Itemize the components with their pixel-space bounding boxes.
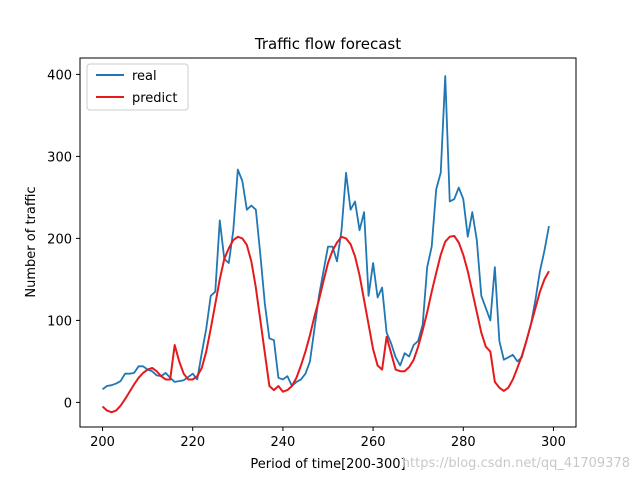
- x-tick-label: 280: [451, 435, 476, 450]
- y-tick-label: 0: [64, 396, 72, 411]
- y-axis-title: Number of traffic: [24, 186, 39, 297]
- x-tick-label: 220: [180, 435, 205, 450]
- chart-title: Traffic flow forecast: [254, 35, 401, 53]
- x-axis-title: Period of time[200-300]: [250, 457, 405, 472]
- watermark-text: https://blog.csdn.net/qq_41709378: [402, 456, 630, 471]
- series-line-real: [102, 75, 550, 391]
- y-tick-label: 200: [47, 232, 72, 247]
- plot-frame: [79, 57, 577, 428]
- x-tick-label: 260: [361, 435, 386, 450]
- legend: real predict: [86, 63, 189, 111]
- y-tick-label: 400: [47, 68, 72, 83]
- x-tick-label: 300: [541, 435, 566, 450]
- y-tick-label: 300: [47, 150, 72, 165]
- series-line-predict: [101, 234, 550, 414]
- legend-label-real: real: [132, 69, 157, 84]
- x-tick-label: 200: [90, 435, 115, 450]
- x-tick-label: 240: [270, 435, 295, 450]
- y-tick-label: 100: [47, 314, 72, 329]
- legend-label-predict: predict: [132, 91, 177, 106]
